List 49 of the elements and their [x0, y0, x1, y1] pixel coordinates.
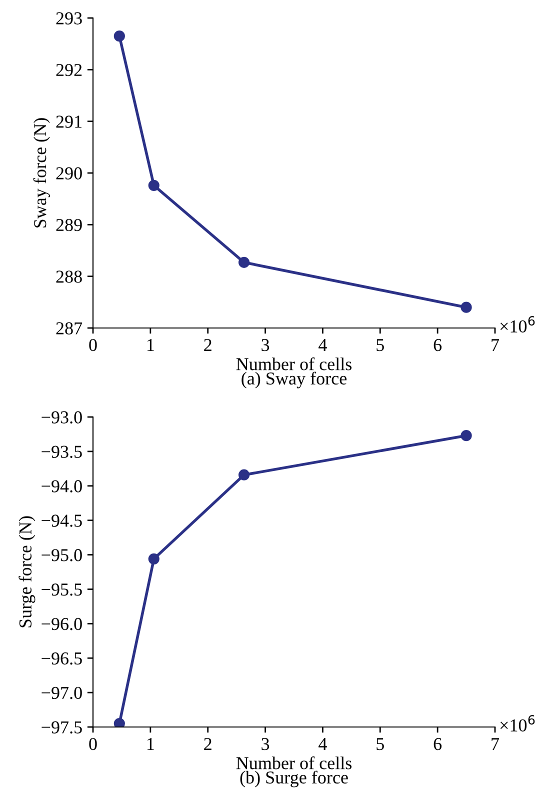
x-tick-label: 1: [148, 738, 154, 750]
y-tick-label: 293: [56, 12, 82, 24]
point: [114, 30, 125, 42]
x-tick-label: 7: [492, 339, 499, 351]
x-tick-label: 7: [492, 738, 499, 750]
x-axis-title: Number of cells: [236, 756, 352, 770]
y-tick-label: −97.0: [42, 686, 82, 700]
text: ×10$^{6}$: [500, 316, 535, 332]
y-tick-label: −94.5: [42, 514, 82, 527]
y-tick-label: −95.0: [42, 549, 82, 562]
y-tick-label: −96.5: [42, 652, 82, 665]
x-tick-label: 6: [434, 738, 442, 750]
y-tick-label: 288: [56, 270, 82, 283]
point: [238, 256, 250, 268]
x-tick-label: 2: [204, 738, 212, 750]
y-axis-title: Surge force (N): [18, 516, 36, 628]
y-tick-label: 291: [56, 116, 82, 128]
text: (a) Sway force: [242, 372, 347, 388]
x-tick-label: 1: [148, 339, 154, 351]
y-tick-label: 289: [56, 218, 82, 232]
x-tick-label: 0: [89, 338, 97, 352]
x-tick-label: 4: [318, 339, 327, 351]
y-tick-label: 292: [56, 64, 82, 76]
y-tick-label: −96.0: [42, 618, 82, 630]
point: [114, 718, 125, 727]
x-axis-title: Number of cells: [236, 357, 352, 370]
x-tick-label: 3: [262, 338, 270, 352]
y-tick-label: −93.0: [42, 411, 82, 424]
x-tick-label: 4: [318, 738, 327, 750]
point: [460, 302, 472, 313]
point: [148, 180, 160, 191]
x-tick-label: 5: [376, 738, 384, 750]
x-tick-label: 0: [89, 738, 97, 750]
x-tick-label: 5: [376, 339, 384, 352]
y-axis-title: Sway force (N): [33, 118, 50, 228]
point: [238, 469, 250, 480]
text: ×10$^{6}$: [500, 715, 535, 732]
y-tick-label: 287: [56, 322, 82, 334]
y-tick-label: 290: [56, 167, 82, 180]
y-tick-label: −93.5: [42, 446, 82, 458]
point: [460, 430, 472, 442]
y-tick-label: −94.0: [42, 480, 82, 492]
x-tick-label: 2: [204, 338, 212, 351]
text: (b) Surge force: [240, 770, 348, 788]
y-tick-label: −95.5: [42, 584, 82, 596]
y-tick-label: −97.5: [42, 721, 82, 734]
x-tick-label: 3: [262, 738, 270, 750]
point: [148, 553, 160, 564]
x-tick-label: 6: [434, 338, 442, 352]
